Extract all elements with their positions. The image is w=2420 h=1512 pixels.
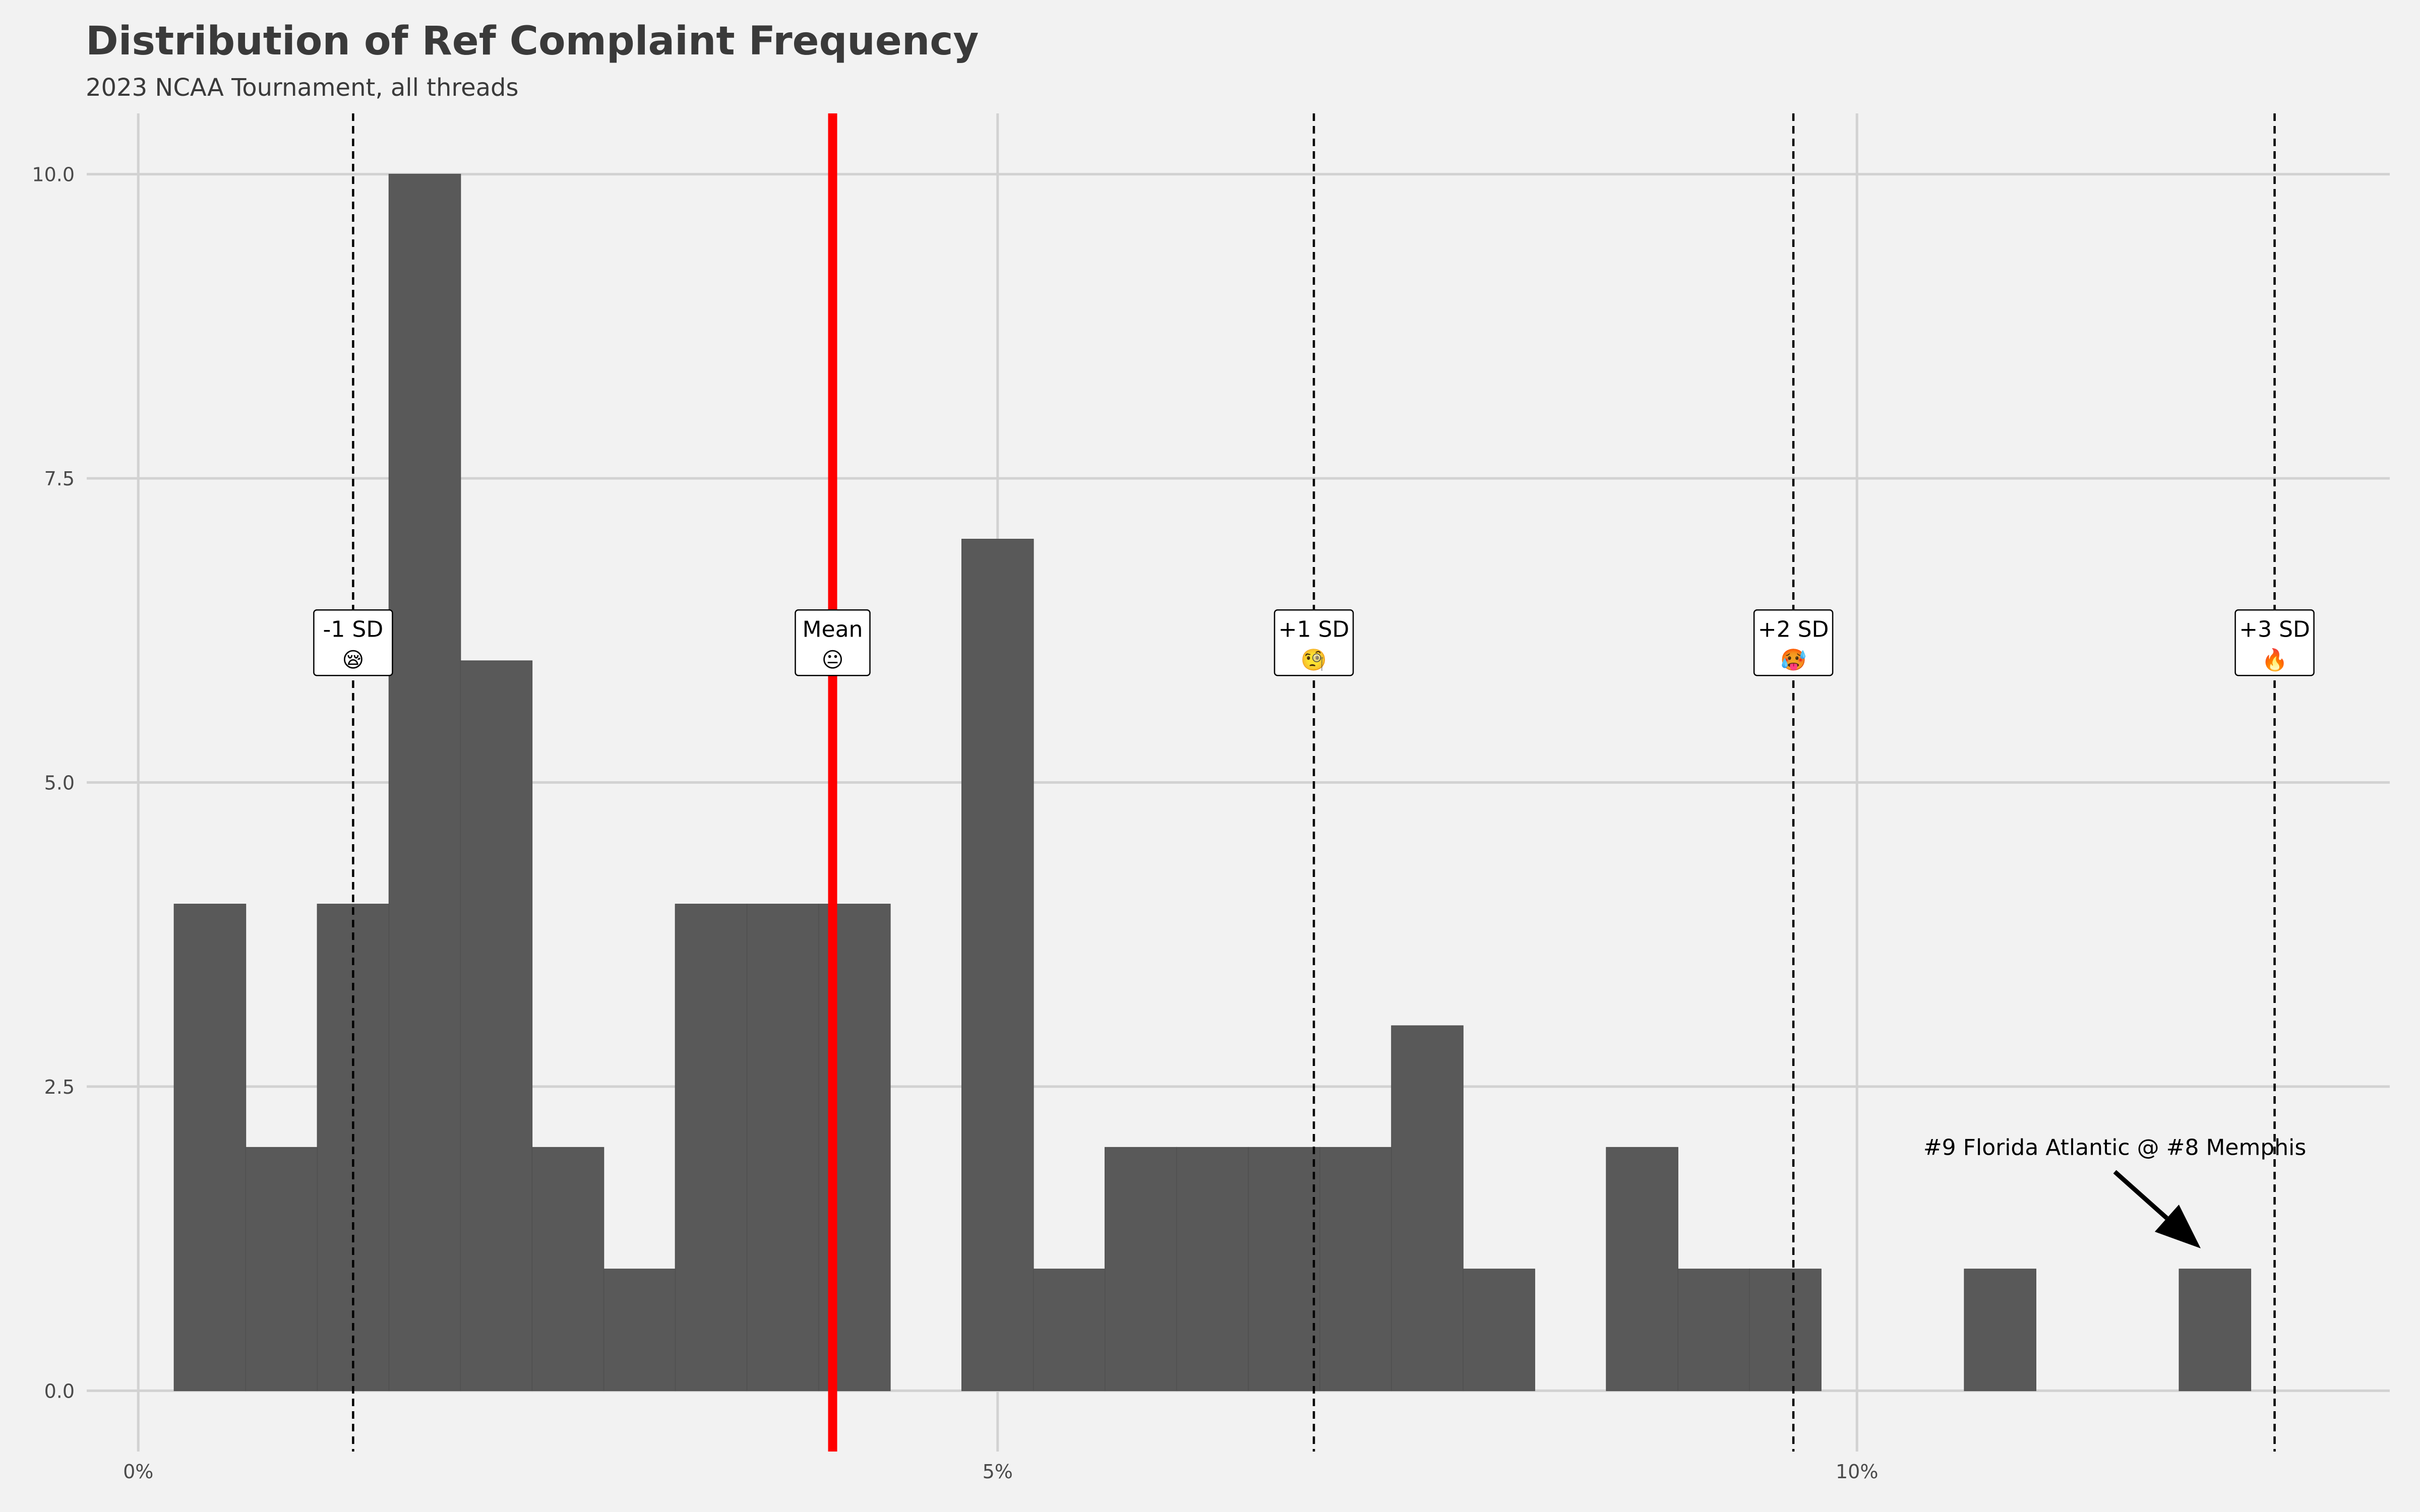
reference-label: +2 SD 🥵 (1753, 609, 1834, 676)
histogram-bar (1319, 1147, 1392, 1392)
histogram-bar (460, 660, 533, 1392)
x-tick-label: 0% (123, 1461, 153, 1483)
annotation-arrow-head (2154, 1205, 2201, 1248)
reference-label-text: -1 SD (323, 616, 384, 642)
annotation-arrow-line (2113, 1170, 2168, 1220)
reference-label: -1 SD 😪 (313, 609, 393, 676)
histogram-bar (746, 904, 819, 1392)
y-tick-label: 7.5 (44, 468, 75, 490)
reference-label-text: +2 SD (1758, 616, 1829, 642)
histogram-bar (1463, 1269, 1535, 1392)
reference-labels: -1 SD 😪 Mean 😐 +1 SD 🧐 +2 SD 🥵 +3 SD 🔥 (313, 609, 2315, 676)
x-tick-label: 5% (983, 1461, 1013, 1483)
reference-label-text: Mean (803, 616, 863, 642)
histogram-bar (1677, 1269, 1750, 1392)
histogram-bar (1033, 1269, 1106, 1392)
histogram-bar (2179, 1269, 2252, 1392)
reference-label-emoji: 🥵 (1780, 647, 1806, 672)
histogram-bar (1104, 1147, 1177, 1392)
reference-label-text: +1 SD (1279, 616, 1350, 642)
reference-label: +1 SD 🧐 (1274, 609, 1354, 676)
chart-title: Distribution of Ref Complaint Frequency (86, 19, 979, 64)
y-tick-label: 5.0 (44, 772, 75, 794)
reference-label-box (313, 609, 393, 676)
histogram-bar (1176, 1147, 1249, 1392)
reference-label-box (1274, 609, 1354, 676)
reference-lines (352, 113, 2276, 1452)
histogram-bar (173, 904, 247, 1392)
chart-subtitle: 2023 NCAA Tournament, all threads (86, 74, 519, 102)
histogram-bar (1606, 1147, 1678, 1392)
histogram-bar (388, 173, 461, 1392)
axis-tick-labels: 0.0 2.5 5.0 7.5 10.0 0% 5% 10% (32, 164, 1878, 1483)
reference-label-box (795, 609, 871, 676)
histogram-bar (603, 1269, 676, 1392)
x-tick-label: 10% (1836, 1461, 1878, 1483)
histogram-bar (1391, 1025, 1464, 1392)
histogram-bar (531, 1147, 604, 1392)
reference-label: +3 SD 🔥 (2234, 609, 2315, 676)
reference-label-box (1753, 609, 1834, 676)
reference-label: Mean 😐 (795, 609, 871, 676)
histogram-bar (245, 1147, 318, 1392)
y-tick-label: 2.5 (44, 1076, 75, 1098)
reference-label-emoji: 🔥 (2261, 647, 2287, 672)
reference-label-emoji: 😐 (822, 647, 844, 672)
histogram-bar (675, 904, 748, 1392)
reference-label-box (2234, 609, 2315, 676)
reference-label-emoji: 🧐 (1301, 647, 1327, 672)
y-tick-label: 0.0 (44, 1380, 75, 1402)
histogram-bar (961, 539, 1034, 1392)
reference-label-text: +3 SD (2239, 616, 2310, 642)
reference-label-emoji: 😪 (342, 647, 364, 672)
histogram-bar (1248, 1147, 1320, 1392)
annotation: #9 Florida Atlantic @ #8 Memphis (1923, 1135, 2307, 1248)
y-tick-label: 10.0 (32, 164, 75, 186)
histogram-bar (1964, 1269, 2036, 1392)
histogram-bar (1749, 1269, 1822, 1392)
annotation-text: #9 Florida Atlantic @ #8 Memphis (1923, 1135, 2307, 1161)
